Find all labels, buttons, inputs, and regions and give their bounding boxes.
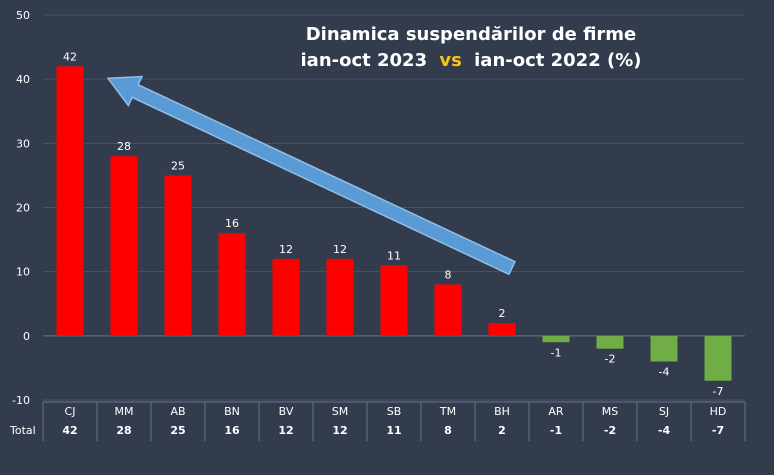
- bar-ar: [542, 335, 570, 343]
- bar-sj: [650, 335, 678, 362]
- y-tick-label: 10: [16, 266, 30, 279]
- data-label: 12: [333, 243, 347, 256]
- table-cell: -7: [712, 424, 724, 437]
- table-row-label: Total: [9, 424, 36, 437]
- table-cell: 12: [278, 424, 293, 437]
- table-cell: 16: [224, 424, 240, 437]
- bar-bh: [488, 323, 516, 336]
- data-labels: 42 28 25 16 12 12 11 8 2 -1 -2 -4 -7: [63, 50, 723, 397]
- x-tick-label: SJ: [659, 405, 669, 418]
- y-tick-label: 40: [16, 73, 30, 86]
- table-cell: 8: [444, 424, 452, 437]
- title-period-2022: ian-oct 2022 (%): [474, 50, 641, 71]
- data-label: 12: [279, 243, 293, 256]
- x-tick-label: SM: [332, 405, 348, 418]
- data-label: -7: [713, 385, 724, 398]
- bar-cj: [56, 66, 84, 336]
- data-label: 11: [387, 249, 401, 262]
- bar-tm: [434, 284, 462, 336]
- chart-title-line-1: Dinamica suspendărilor de firme: [306, 24, 637, 45]
- x-tick-label: BV: [279, 405, 294, 418]
- x-tick-label: SB: [387, 405, 402, 418]
- x-tick-label: BH: [494, 405, 510, 418]
- data-label: -4: [659, 366, 670, 379]
- table-cell: -1: [550, 424, 562, 437]
- data-label: 8: [445, 269, 452, 282]
- table-cell: 42: [62, 424, 77, 437]
- x-tick-label: AR: [548, 405, 564, 418]
- table-cell: 11: [386, 424, 401, 437]
- chart-title-line-2: ian-oct 2023 vs ian-oct 2022 (%): [301, 50, 642, 71]
- table-cell: 2: [498, 424, 506, 437]
- trend-arrow: [106, 75, 517, 276]
- bar-hd: [704, 335, 732, 381]
- data-label: 25: [171, 159, 185, 172]
- data-label: 16: [225, 217, 239, 230]
- table-cell: -2: [604, 424, 616, 437]
- data-table: Total CJ 42 MM 28 AB 25 BN 16 BV 12 SM 12 SB 11 TM 8 BH 2 A…: [9, 401, 746, 441]
- y-tick-label: -10: [12, 394, 30, 407]
- trend-arrow-shape: [106, 75, 517, 276]
- table-cell: 25: [170, 424, 185, 437]
- y-tick-label: 20: [16, 202, 30, 215]
- y-tick-label: 0: [23, 330, 30, 343]
- data-label: 28: [117, 140, 131, 153]
- bar-sb: [380, 265, 408, 336]
- bar-mm: [110, 156, 138, 336]
- bar-bv: [272, 258, 300, 336]
- data-label: -2: [605, 353, 616, 366]
- bar-ab: [164, 175, 192, 336]
- title-vs: vs: [439, 50, 461, 71]
- x-tick-label: MS: [602, 405, 618, 418]
- x-tick-label: CJ: [65, 405, 76, 418]
- title-period-2023: ian-oct 2023: [301, 50, 428, 71]
- data-label: -1: [551, 346, 562, 359]
- table-cell: -4: [658, 424, 671, 437]
- bar-sm: [326, 258, 354, 336]
- x-tick-label: MM: [115, 405, 134, 418]
- data-label: 42: [63, 50, 77, 63]
- x-tick-label: AB: [170, 405, 185, 418]
- x-tick-label: BN: [224, 405, 240, 418]
- x-tick-label: HD: [710, 405, 727, 418]
- y-tick-label: 30: [16, 137, 30, 150]
- table-cell: 12: [332, 424, 347, 437]
- data-label: 2: [499, 307, 506, 320]
- bars: [56, 66, 732, 381]
- table-cell: 28: [116, 424, 131, 437]
- y-tick-label: 50: [16, 9, 30, 22]
- x-tick-label: TM: [439, 405, 456, 418]
- bar-ms: [596, 335, 624, 349]
- bar-bn: [218, 233, 246, 336]
